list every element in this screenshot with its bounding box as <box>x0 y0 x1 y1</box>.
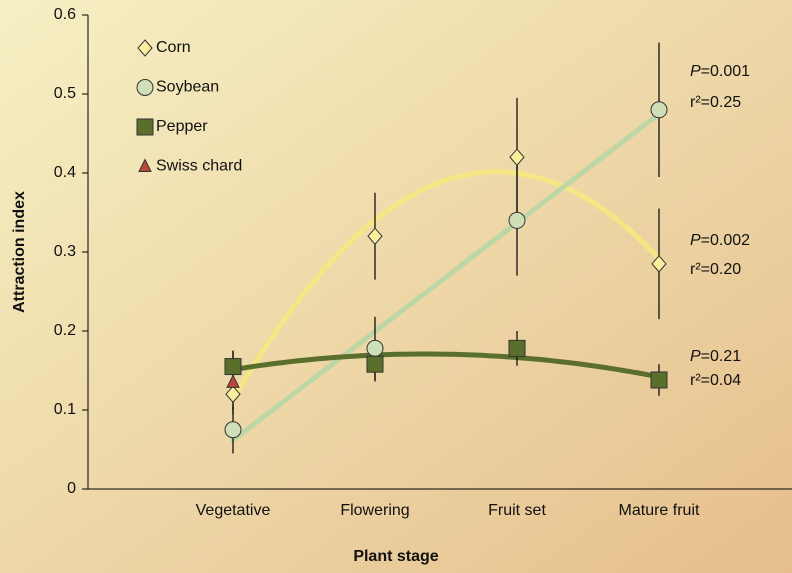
y-tick-label: 0.1 <box>54 401 76 418</box>
p-value: P=0.001 <box>690 63 750 80</box>
x-tick-label: Fruit set <box>488 502 546 519</box>
data-point <box>509 148 525 166</box>
data-point <box>225 385 241 403</box>
data-point <box>366 339 384 357</box>
p-value: P=0.002 <box>690 232 750 249</box>
legend-marker <box>136 79 154 96</box>
legend-marker <box>137 39 153 57</box>
r2-value: r²=0.20 <box>690 261 741 278</box>
y-tick-label: 0.4 <box>54 164 76 181</box>
trend-line <box>230 351 662 380</box>
legend-marker <box>138 158 152 172</box>
r2-value: r²=0.25 <box>690 94 741 111</box>
y-axis-label: Attraction index <box>11 191 28 313</box>
data-point <box>367 227 383 245</box>
y-tick-label: 0.6 <box>54 6 76 23</box>
p-text: =0.001 <box>701 63 750 80</box>
y-tick-label: 0.3 <box>54 243 76 260</box>
data-point <box>366 355 384 373</box>
legend-label: Swiss chard <box>156 158 242 175</box>
legend-label: Soybean <box>156 79 219 96</box>
data-point <box>650 101 668 119</box>
p-symbol: P <box>690 232 701 249</box>
data-point <box>651 255 667 273</box>
data-point <box>226 374 240 388</box>
y-tick-label: 0.5 <box>54 85 76 102</box>
trend-line <box>230 169 662 402</box>
data-point <box>650 371 668 389</box>
p-text: =0.21 <box>701 348 742 365</box>
data-point <box>508 339 526 357</box>
trend-line <box>230 111 662 443</box>
x-tick-label: Mature fruit <box>619 502 700 519</box>
data-point <box>224 421 242 439</box>
legend-marker <box>136 118 154 136</box>
data-point <box>224 358 242 376</box>
r2-value: r²=0.04 <box>690 372 741 389</box>
legend-label: Pepper <box>156 118 208 135</box>
x-tick-label: Flowering <box>340 502 409 519</box>
y-tick-label: 0.2 <box>54 322 76 339</box>
x-axis-label: Plant stage <box>353 548 438 565</box>
data-point <box>508 211 526 229</box>
x-tick-label: Vegetative <box>196 502 271 519</box>
p-value: P=0.21 <box>690 348 741 365</box>
p-symbol: P <box>690 63 701 80</box>
p-text: =0.002 <box>701 232 750 249</box>
y-tick-label: 0 <box>67 480 76 497</box>
p-symbol: P <box>690 348 701 365</box>
legend-label: Corn <box>156 39 191 56</box>
